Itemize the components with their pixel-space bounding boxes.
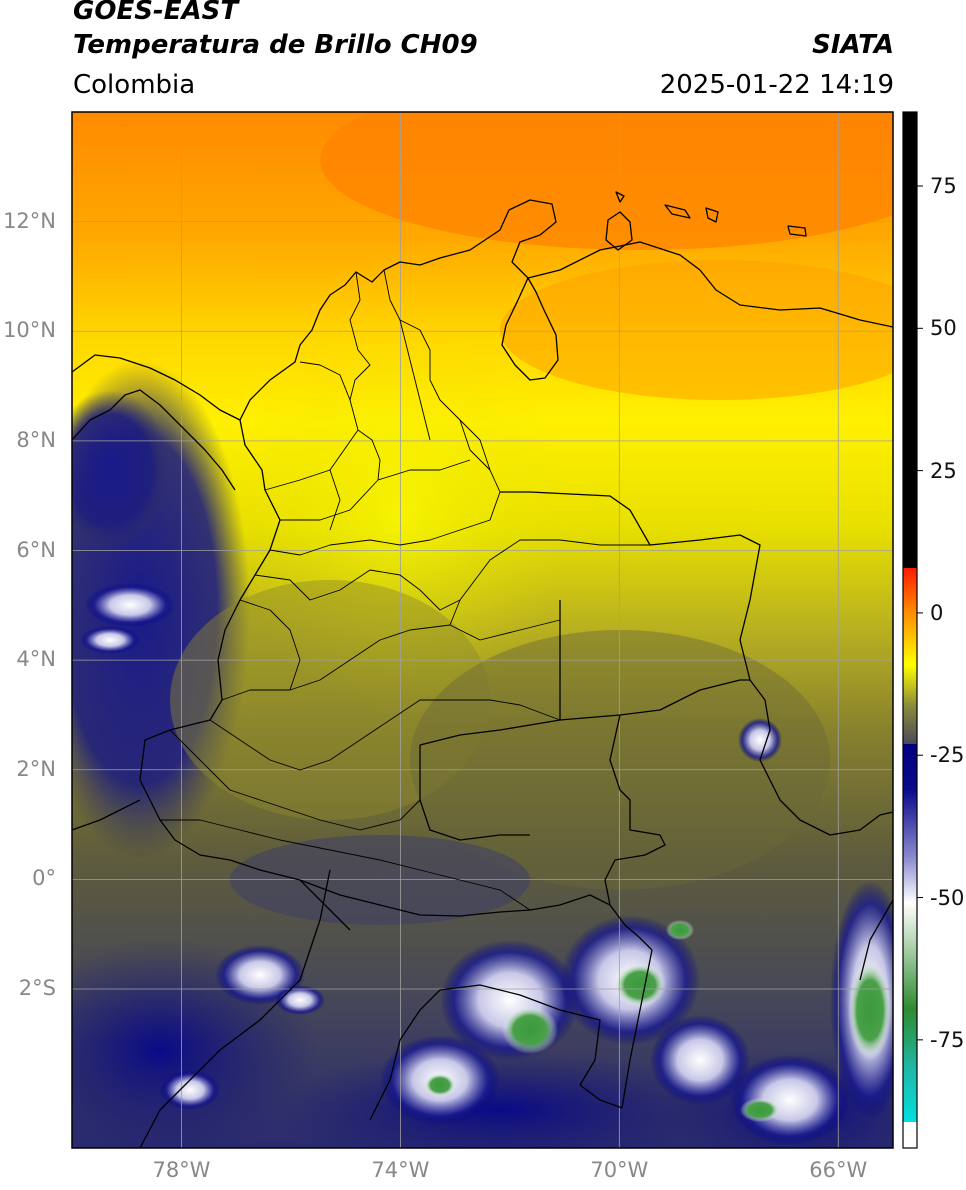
- map-imagery: [72, 112, 893, 1148]
- colorbar-tick-label: 0: [930, 600, 944, 625]
- lat-tick-label: 8°N: [16, 427, 56, 452]
- region-label: Colombia: [73, 70, 196, 100]
- colorbar-tick-label: 25: [930, 458, 957, 483]
- agency-label: SIATA: [812, 30, 894, 60]
- lon-tick-label: 74°W: [371, 1158, 430, 1182]
- colorbar-tick-label: 50: [930, 316, 957, 341]
- lat-tick-label: 4°N: [16, 647, 56, 672]
- datetime-label: 2025-01-22 14:19: [659, 70, 894, 100]
- colorbar-tick-label: -75: [930, 1027, 965, 1052]
- product-title: Temperatura de Brillo CH09: [73, 30, 478, 60]
- colorbar-tick-label: 75: [930, 174, 957, 198]
- lat-tick-label: 10°N: [3, 318, 56, 343]
- lon-tick-label: 70°W: [590, 1158, 649, 1182]
- lat-tick-label: 12°N: [3, 208, 56, 233]
- colorbar-frame: [902, 111, 918, 1149]
- lon-tick-label: 78°W: [152, 1158, 211, 1182]
- colorbar-tick-label: -25: [930, 743, 965, 768]
- satellite-title: GOES-EAST: [73, 0, 239, 26]
- department-borders: [160, 269, 650, 911]
- lon-tick-label: 66°W: [809, 1158, 868, 1182]
- colorbar-white-segment: [903, 1122, 917, 1148]
- lat-tick-label: 6°N: [16, 537, 56, 562]
- coastlines-and-borders: [72, 191, 893, 1148]
- lat-tick-label: 2°N: [16, 756, 56, 781]
- colorbar-warm-segment: [903, 568, 917, 744]
- colorbar-tick-marks: [917, 185, 923, 1041]
- map-frame: [71, 111, 894, 1149]
- colorbar-cold-segment: [903, 744, 917, 1122]
- graticule: [72, 112, 893, 1148]
- lat-tick-label: 0°: [32, 866, 56, 891]
- colorbar-tick-label: -50: [930, 885, 965, 910]
- colorbar-black-segment: [903, 112, 917, 568]
- lat-tick-label: 2°S: [18, 976, 56, 1001]
- colorbar: [902, 111, 923, 1149]
